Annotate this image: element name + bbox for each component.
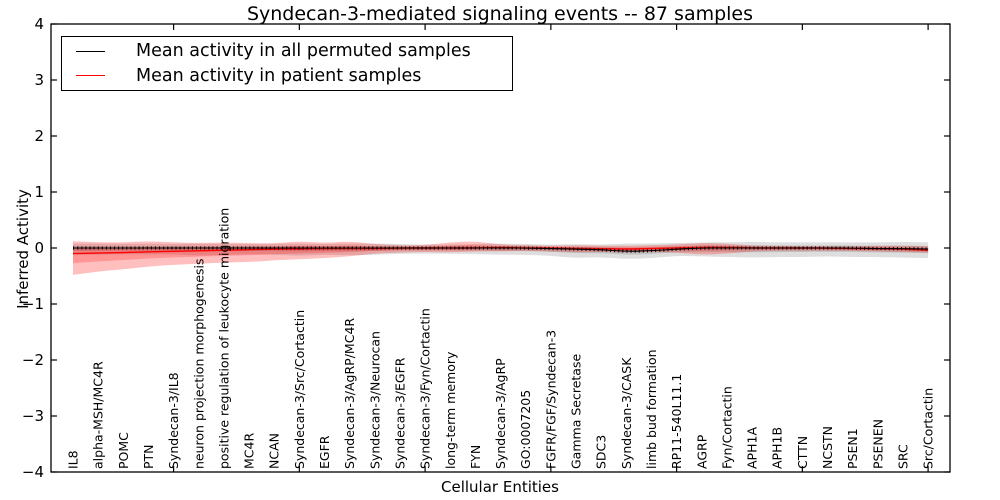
x-category-label: APH1A [745,427,760,469]
y-tick-label: −4 [22,463,44,481]
x-category-label: SDC3 [594,435,609,469]
x-category-label: GO:0007205 [518,390,533,469]
x-category-label: AGRP [694,434,709,469]
x-category-label: MC4R [242,433,257,469]
band-permuted-samples-range [73,241,929,259]
x-category-label: alpha-MSH/MC4R [91,361,106,469]
x-category-label: SRC [895,444,910,469]
x-category-label: PSENEN [870,419,885,469]
x-category-label: PTN [141,444,156,469]
x-category-label: RP11-540L11.1 [669,374,684,469]
x-category-label: Syndecan-3/AgRP/MC4R [342,318,357,469]
x-category-label: positive regulation of leukocyte migrati… [216,208,231,469]
permuted-mean-line [73,247,929,252]
x-category-label: Syndecan-3/CASK [619,357,634,469]
x-category-label: FGFR/FGF/Syndecan-3 [543,330,558,469]
x-category-label: Syndecan-3/IL8 [166,372,181,469]
y-tick-label: 2 [34,127,44,145]
x-category-label: Fyn/Cortactin [719,386,734,469]
legend-item-permuted: Mean activity in all permuted samples [62,39,512,64]
chart-title: Syndecan-3-mediated signaling events -- … [246,3,754,25]
y-tick-label: −1 [22,295,44,313]
y-tick-label: 1 [34,183,44,201]
y-tick-label: −2 [22,351,44,369]
x-category-label: PSEN1 [845,428,860,469]
x-category-label: Syndecan-3/Src/Cortactin [292,310,307,469]
x-category-label: Src/Cortactin [921,388,936,469]
y-tick-label: 0 [34,239,44,257]
x-category-label: IL8 [66,450,81,469]
y-tick-label: 4 [34,15,44,33]
x-category-label: limb bud formation [644,349,659,469]
x-category-label: NCSTN [820,426,835,469]
y-tick-label: −3 [22,407,44,425]
x-category-label: Gamma Secretase [569,354,584,469]
x-category-label: EGFR [317,435,332,469]
y-axis-label: Inferred Activity [14,189,32,309]
x-category-label: Syndecan-3/Neurocan [367,331,382,469]
x-category-label: POMC [116,432,131,469]
legend: Mean activity in all permuted samples Me… [61,36,513,91]
x-category-label: Syndecan-3/EGFR [392,357,407,469]
legend-line-sample-black [76,50,105,52]
x-category-label: Syndecan-3/AgRP [493,358,508,469]
legend-line-sample-red [76,75,105,77]
x-category-label: APH1B [770,427,785,469]
x-category-label: long-term memory [443,351,458,469]
x-category-label: CTTN [795,436,810,469]
y-tick-label: 3 [34,71,44,89]
legend-label: Mean activity in patient samples [136,65,422,86]
x-category-label: neuron projection morphogenesis [191,258,206,469]
x-category-label: Syndecan-3/Fyn/Cortactin [418,308,433,469]
legend-label: Mean activity in all permuted samples [136,41,471,62]
x-category-label: FYN [468,445,483,469]
x-category-label: NCAN [267,433,282,469]
legend-item-patient: Mean activity in patient samples [62,64,512,89]
x-axis-label: Cellular Entities [441,478,559,496]
